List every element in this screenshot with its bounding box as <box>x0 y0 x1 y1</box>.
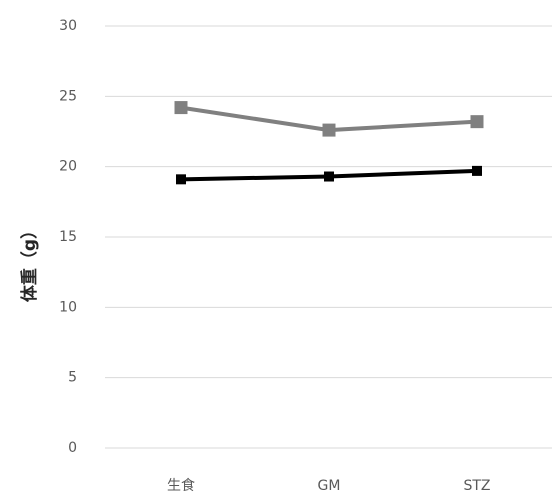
data-point <box>472 165 482 176</box>
data-point <box>174 101 188 115</box>
y-tick-label: 25 <box>59 88 77 104</box>
y-tick-label: 10 <box>59 299 77 315</box>
x-tick-label: STZ <box>463 478 490 494</box>
y-tick-label: 20 <box>59 159 77 175</box>
y-tick-label: 5 <box>68 370 77 386</box>
data-point <box>470 115 484 129</box>
series-layer <box>174 101 484 185</box>
series-1 <box>174 101 484 137</box>
data-point <box>322 123 336 137</box>
x-axis-ticks: 生食 GM STZ <box>167 477 491 494</box>
y-tick-label: 0 <box>68 440 77 456</box>
y-tick-label: 30 <box>59 18 77 34</box>
gridlines <box>105 25 552 449</box>
data-point <box>176 174 186 185</box>
y-axis-title: 体重（g） <box>19 222 40 302</box>
data-point <box>324 171 334 182</box>
y-axis-ticks: 0 5 10 15 20 25 30 <box>59 18 77 456</box>
x-tick-label: 生食 <box>167 477 195 494</box>
y-tick-label: 15 <box>59 229 77 245</box>
series-2 <box>176 165 482 185</box>
x-tick-label: GM <box>318 478 341 494</box>
